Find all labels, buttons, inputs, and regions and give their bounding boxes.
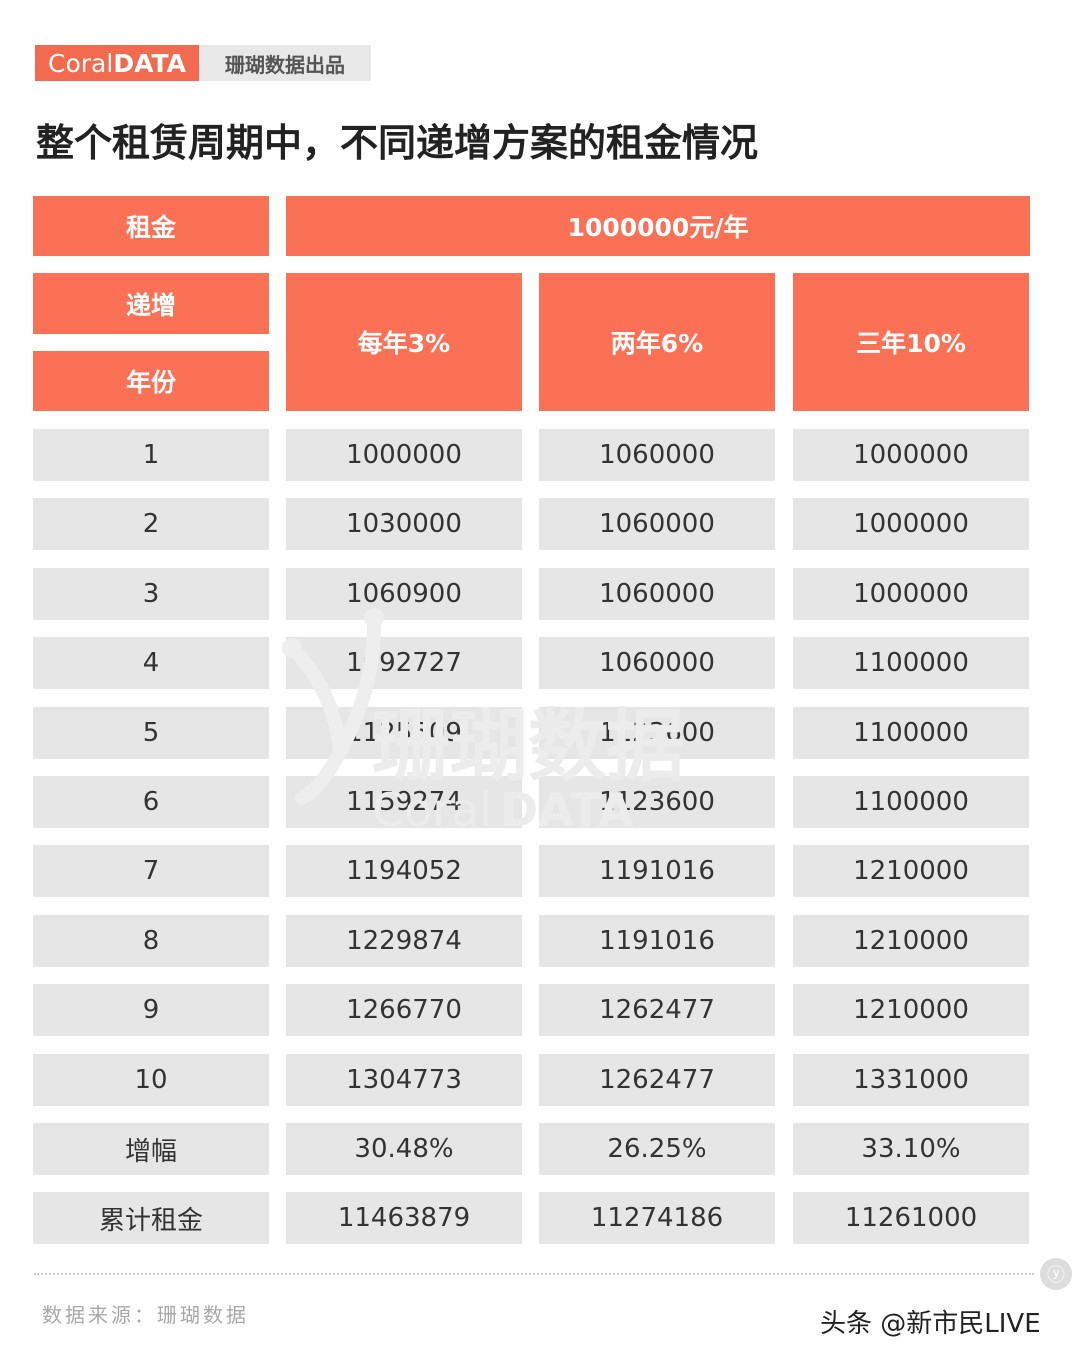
value-cell: 1210000 — [793, 845, 1029, 897]
value-cell: 1191016 — [539, 915, 775, 967]
row-label-cell: 9 — [33, 984, 269, 1036]
page-title: 整个租赁周期中，不同递增方案的租金情况 — [36, 121, 759, 165]
rent-label-cell: 租金 — [33, 196, 269, 256]
value-cell: 1210000 — [793, 915, 1029, 967]
column-header-3pct-yearly: 每年3% — [286, 273, 522, 411]
row-label-cell: 6 — [33, 776, 269, 828]
value-cell: 1191016 — [539, 845, 775, 897]
row-label-cell: 1 — [33, 429, 269, 481]
row-label-cell: 10 — [33, 1054, 269, 1106]
value-cell: 1331000 — [793, 1054, 1029, 1106]
value-cell: 26.25% — [539, 1123, 775, 1175]
value-cell: 1092727 — [286, 637, 522, 689]
rent-value-cell: 1000000元/年 — [286, 196, 1030, 256]
value-cell: 1100000 — [793, 707, 1029, 759]
value-cell: 1100000 — [793, 637, 1029, 689]
value-cell: 1060000 — [539, 637, 775, 689]
value-cell: 1262477 — [539, 1054, 775, 1106]
value-cell: 11261000 — [793, 1192, 1029, 1244]
value-cell: 1159274 — [286, 776, 522, 828]
increase-label-cell: 递增 — [33, 273, 269, 334]
row-label-cell: 5 — [33, 707, 269, 759]
value-cell: 1060900 — [286, 568, 522, 620]
value-cell: 1060000 — [539, 498, 775, 550]
value-cell: 1060000 — [539, 568, 775, 620]
value-cell: 1262477 — [539, 984, 775, 1036]
brand-data-text: DATA — [113, 48, 186, 78]
value-cell: 33.10% — [793, 1123, 1029, 1175]
row-label-cell: 累计租金 — [33, 1192, 269, 1244]
value-cell: 1123600 — [539, 707, 775, 759]
data-source: 数据来源：珊瑚数据 — [42, 1303, 249, 1327]
footer-divider — [34, 1273, 1034, 1275]
column-header-10pct-triennial: 三年10% — [793, 273, 1029, 411]
value-cell: 11463879 — [286, 1192, 522, 1244]
value-cell: 1210000 — [793, 984, 1029, 1036]
value-cell: 1123600 — [539, 776, 775, 828]
value-cell: 1030000 — [286, 498, 522, 550]
value-cell: 1229874 — [286, 915, 522, 967]
value-cell: 1060000 — [539, 429, 775, 481]
publisher-credit: 头条 @新市民LIVE — [820, 1309, 1041, 1339]
row-label-cell: 3 — [33, 568, 269, 620]
corner-logo-icon: ⓨ — [1040, 1258, 1072, 1290]
value-cell: 1000000 — [793, 498, 1029, 550]
value-cell: 1304773 — [286, 1054, 522, 1106]
value-cell: 1100000 — [793, 776, 1029, 828]
column-header-6pct-biennial: 两年6% — [539, 273, 775, 411]
value-cell: 1000000 — [793, 429, 1029, 481]
value-cell: 1000000 — [793, 568, 1029, 620]
year-label-cell: 年份 — [33, 351, 269, 411]
brand-logo: Coral DATA 珊瑚数据出品 — [35, 45, 371, 81]
coraldata-logo: Coral DATA — [35, 45, 199, 81]
value-cell: 30.48% — [286, 1123, 522, 1175]
value-cell: 1000000 — [286, 429, 522, 481]
value-cell: 11274186 — [539, 1192, 775, 1244]
brand-tagline: 珊瑚数据出品 — [199, 45, 371, 81]
row-label-cell: 2 — [33, 498, 269, 550]
value-cell: 1266770 — [286, 984, 522, 1036]
row-label-cell: 增幅 — [33, 1123, 269, 1175]
value-cell: 1125509 — [286, 707, 522, 759]
row-label-cell: 4 — [33, 637, 269, 689]
row-label-cell: 8 — [33, 915, 269, 967]
brand-coral-text: Coral — [48, 48, 114, 78]
value-cell: 1194052 — [286, 845, 522, 897]
row-label-cell: 7 — [33, 845, 269, 897]
